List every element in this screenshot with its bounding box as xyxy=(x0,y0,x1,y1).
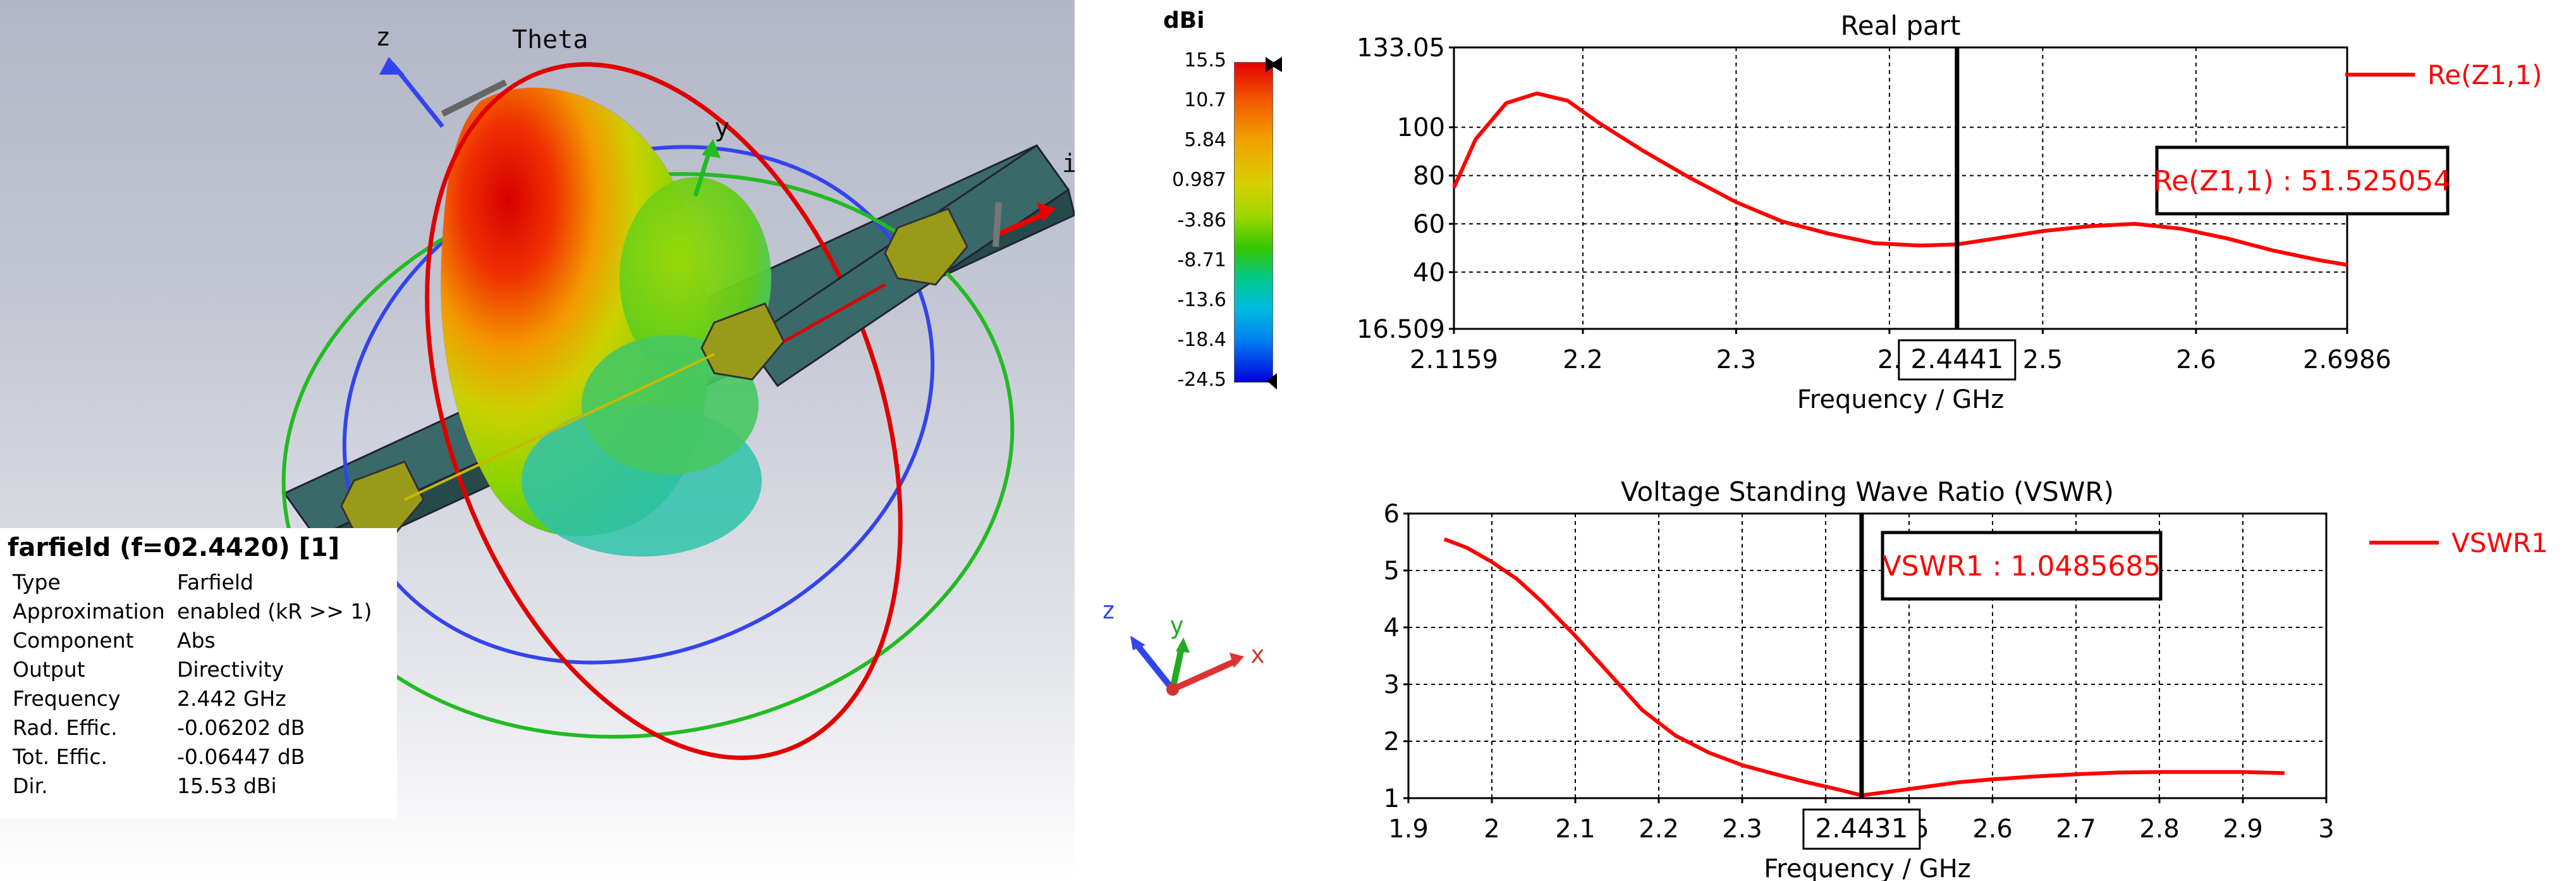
colorbar-tick: -18.4 xyxy=(1177,328,1226,351)
series-line-vswr1[interactable] xyxy=(1443,537,2285,798)
info-value-type: Farfield xyxy=(177,570,253,595)
marker-value-label: Re(Z1,1) : 51.525054 xyxy=(2154,165,2451,197)
theta-ring xyxy=(425,62,903,760)
triad-label-x: x xyxy=(1250,641,1265,668)
x-tick-label: 2.6986 xyxy=(2303,345,2391,374)
marker-value-box[interactable] xyxy=(2155,145,2450,216)
marker-x-box xyxy=(1898,339,2017,381)
feed-line xyxy=(404,353,715,501)
x-tick-label: 2.3 xyxy=(1722,815,1762,844)
x-axis-arrow xyxy=(998,209,1051,237)
x-tick-label: 2.8 xyxy=(2139,815,2180,844)
y-tick-label: 40 xyxy=(1413,258,1445,287)
x-tick-label: 2.9 xyxy=(2223,815,2263,844)
x-tick-label: 2.6 xyxy=(2176,345,2216,374)
marker-x-label: 2.4431 xyxy=(1815,813,1908,844)
info-value-approximation: enabled (kR >> 1) xyxy=(177,599,372,624)
colorbar-gradient[interactable] xyxy=(1234,62,1273,383)
y-tick-label: 4 xyxy=(1384,613,1400,643)
y-tick-label: 5 xyxy=(1384,557,1400,586)
colorbar-unit: dBi xyxy=(1163,8,1205,34)
info-label-frequency: Frequency xyxy=(13,686,121,711)
info-label-rad-effic: Rad. Effic. xyxy=(13,715,118,740)
patch-element-2 xyxy=(700,302,785,381)
y-tick-label: 3 xyxy=(1384,670,1400,699)
colorbar-tick-labels: 15.5 10.7 5.84 0.987 -3.86 -8.71 -13.6 -18.4 -24… xyxy=(1075,0,1226,414)
patch-element-3 xyxy=(884,207,968,286)
phi-direction-arrow xyxy=(992,202,1002,247)
x-axis-label: Frequency / GHz xyxy=(1764,854,1971,881)
axis-label-theta: Theta xyxy=(512,25,588,54)
colorbar-tick: -3.86 xyxy=(1177,209,1226,231)
info-label-type: Type xyxy=(13,570,61,595)
marker-value-box[interactable] xyxy=(1881,531,2163,601)
series-line-re-z1-1-[interactable] xyxy=(1452,91,2348,267)
chart-title: Real part xyxy=(1840,10,1960,41)
colorbar-arrows xyxy=(1266,57,1282,390)
triad-label-y: y xyxy=(1169,612,1184,639)
info-value-rad-effic: -0.06202 dB xyxy=(177,715,305,740)
colorbar-min-arrow-icon xyxy=(1267,373,1277,390)
x-tick-label: 2. xyxy=(1877,345,1901,374)
marker-value-label: VSWR1 : 1.0485685 xyxy=(1883,550,2161,582)
x-tick-label: 2.7 xyxy=(2056,815,2096,844)
x-tick-label: 2.1 xyxy=(1555,815,1596,844)
info-value-component: Abs xyxy=(177,628,216,653)
y-tick-label: 60 xyxy=(1413,210,1445,239)
info-label-component: Component xyxy=(13,628,134,653)
x-tick-label: 2.3 xyxy=(1716,345,1757,374)
colorbar-tick: 5.84 xyxy=(1184,129,1226,152)
x-tick-label: 2.2 xyxy=(1563,345,1603,374)
farfield-info-title: farfield (f=02.4420) [1] xyxy=(8,533,340,562)
colorbar-tick: -24.5 xyxy=(1177,369,1226,391)
axis-label-phi: i xyxy=(1062,149,1075,178)
feed-line-red xyxy=(783,283,886,343)
y-tick-label: 6 xyxy=(1384,500,1400,529)
triad-label-z: z xyxy=(1101,596,1116,624)
colorbar-tick: 15.5 xyxy=(1184,49,1226,71)
y-tick-label: 100 xyxy=(1397,113,1445,142)
theta-direction-arrow xyxy=(441,79,508,117)
info-value-frequency: 2.442 GHz xyxy=(177,686,286,711)
x-tick-label: 1.9 xyxy=(1388,815,1429,844)
orientation-triad-icon: z y x xyxy=(1101,596,1265,696)
info-label-tot-effic: Tot. Effic. xyxy=(13,744,108,769)
colorbar-tick: 0.987 xyxy=(1172,169,1226,192)
info-value-tot-effic: -0.06447 dB xyxy=(177,744,305,769)
y-tick-label: 2 xyxy=(1384,727,1400,756)
marker-x-label: 2.4441 xyxy=(1910,343,2003,374)
axis-label-y: y xyxy=(714,113,729,142)
x-tick-label: 3 xyxy=(2318,815,2334,844)
colorbar-tick: -8.71 xyxy=(1177,249,1226,271)
x-tick-label: 2.6 xyxy=(1972,815,2013,844)
legend-label: Re(Z1,1) xyxy=(2427,59,2542,90)
farfield-3d-scene: z Theta y i xyxy=(281,23,1075,760)
marker-x-box xyxy=(1802,808,1921,850)
plot-frame xyxy=(1407,512,2328,799)
farfield-info-panel: farfield (f=02.4420) [1] Type Farfield App… xyxy=(0,528,397,819)
colorbar-tick: 10.7 xyxy=(1184,89,1226,112)
x-tick-label: 2 xyxy=(1484,815,1499,844)
legend-label: VSWR1 xyxy=(2451,527,2548,558)
y-tick-label: 80 xyxy=(1413,162,1445,191)
info-value-dir: 15.53 dBi xyxy=(177,773,277,798)
colorbar-panel: dBi 15.5 10.7 5.84 0.987 -3.86 -8.71 -13.6 -18.… xyxy=(1075,0,1296,414)
info-label-dir: Dir. xyxy=(13,773,48,798)
info-label-output: Output xyxy=(13,657,85,682)
vswr-chart[interactable]: Voltage Standing Wave Ratio (VSWR) 6 5 4 3 2 1… xyxy=(1315,462,2576,881)
y-tick-label: 16.509 xyxy=(1357,315,1445,344)
info-value-output: Directivity xyxy=(177,657,284,682)
info-label-approximation: Approximation xyxy=(13,599,165,624)
chart-title: Voltage Standing Wave Ratio (VSWR) xyxy=(1621,476,2114,507)
x-tick-label: 2.5 xyxy=(2023,345,2063,374)
y-tick-label: 133.05 xyxy=(1357,34,1445,63)
x-axis-label: Frequency / GHz xyxy=(1797,385,2005,414)
axis-label-z: z xyxy=(375,23,391,52)
y-tick-label: 1 xyxy=(1384,784,1400,813)
x-tick-label: 2.2 xyxy=(1639,815,1679,844)
colorbar-tick: -13.6 xyxy=(1177,288,1226,311)
x-tick-label: 2.1159 xyxy=(1410,345,1498,374)
